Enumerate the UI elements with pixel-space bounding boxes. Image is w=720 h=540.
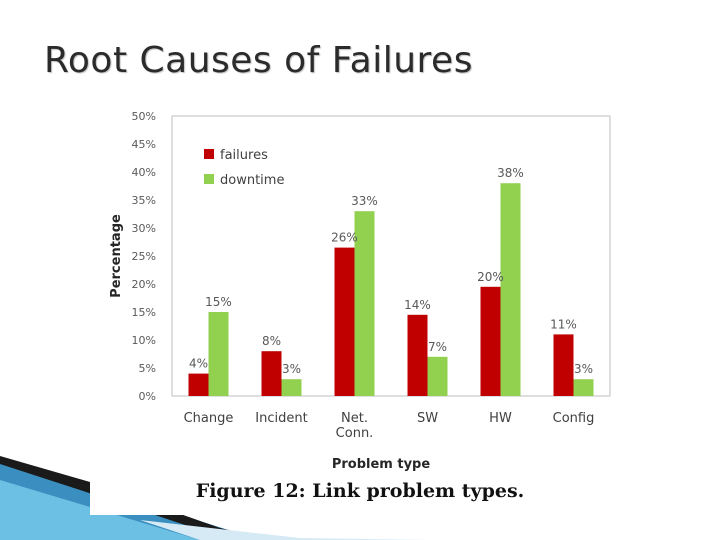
data-label-failures: 26% xyxy=(331,231,358,245)
data-labels-group: 4% 8% 26% 14% 20% 11% 15% 3% 33% 7% 38% 3% xyxy=(189,166,593,376)
data-label-failures: 4% xyxy=(189,357,208,371)
bar-failures xyxy=(188,373,209,396)
bar-failures xyxy=(334,247,355,396)
y-tick-label: 45% xyxy=(132,138,156,151)
y-tick-label: 50% xyxy=(132,110,156,123)
y-tick-label: 15% xyxy=(132,306,156,319)
bar-failures xyxy=(261,351,282,396)
bar-failures xyxy=(407,314,428,396)
bar-downtime xyxy=(354,211,375,396)
bar-failures xyxy=(553,334,574,396)
data-label-failures: 14% xyxy=(404,298,431,312)
bar-downtime xyxy=(208,312,229,396)
legend-swatch-failures xyxy=(204,149,214,159)
y-tick-label: 0% xyxy=(139,390,156,403)
data-label-downtime: 3% xyxy=(574,362,593,376)
y-tick-label: 30% xyxy=(132,222,156,235)
pale-swoosh-shape xyxy=(140,520,430,540)
x-tick-label: Config xyxy=(553,411,595,426)
legend-label-downtime: downtime xyxy=(220,173,284,188)
data-label-downtime: 33% xyxy=(351,194,378,208)
x-tick-label: Conn. xyxy=(336,426,374,441)
data-label-downtime: 15% xyxy=(205,295,232,309)
slide-title: Root Causes of Failures xyxy=(44,40,473,81)
bar-downtime xyxy=(573,379,594,396)
x-axis: Change Incident Net.Conn. SW HW Config xyxy=(184,411,595,441)
x-tick-label: Net. xyxy=(341,411,368,426)
bar-downtime xyxy=(427,356,448,396)
legend: failures downtime xyxy=(204,148,284,188)
bar-downtime xyxy=(281,379,302,396)
x-tick-label: SW xyxy=(417,411,438,426)
x-tick-label: HW xyxy=(489,411,512,426)
data-label-failures: 11% xyxy=(550,317,577,331)
x-tick-label: Incident xyxy=(255,411,307,426)
bar-failures xyxy=(480,286,501,396)
y-tick-label: 20% xyxy=(132,278,156,291)
data-label-downtime: 38% xyxy=(497,166,524,180)
legend-label-failures: failures xyxy=(220,148,268,163)
data-label-downtime: 7% xyxy=(428,340,447,354)
bar-downtime xyxy=(500,183,521,396)
figure-caption: Figure 12: Link problem types. xyxy=(195,480,525,502)
plot-area xyxy=(171,115,611,397)
y-tick-label: 40% xyxy=(132,166,156,179)
data-label-failures: 20% xyxy=(477,270,504,284)
figure-panel: 0% 5% 10% 15% 20% 25% 30% 35% 40% 45% 50% 4% 8% 26% 1… xyxy=(90,100,630,515)
y-tick-label: 25% xyxy=(132,250,156,263)
y-tick-label: 35% xyxy=(132,194,156,207)
data-label-failures: 8% xyxy=(262,334,281,348)
y-axis: 0% 5% 10% 15% 20% 25% 30% 35% 40% 45% 50% xyxy=(132,110,156,403)
y-tick-label: 10% xyxy=(132,334,156,347)
y-tick-label: 5% xyxy=(139,362,156,375)
bar-chart: 0% 5% 10% 15% 20% 25% 30% 35% 40% 45% 50% 4% 8% 26% 1… xyxy=(109,110,611,472)
data-label-downtime: 3% xyxy=(282,362,301,376)
bars-group xyxy=(188,183,594,396)
y-axis-title: Percentage xyxy=(109,214,124,298)
x-tick-label: Change xyxy=(184,411,234,426)
legend-swatch-downtime xyxy=(204,174,214,184)
x-axis-title: Problem type xyxy=(332,457,431,472)
